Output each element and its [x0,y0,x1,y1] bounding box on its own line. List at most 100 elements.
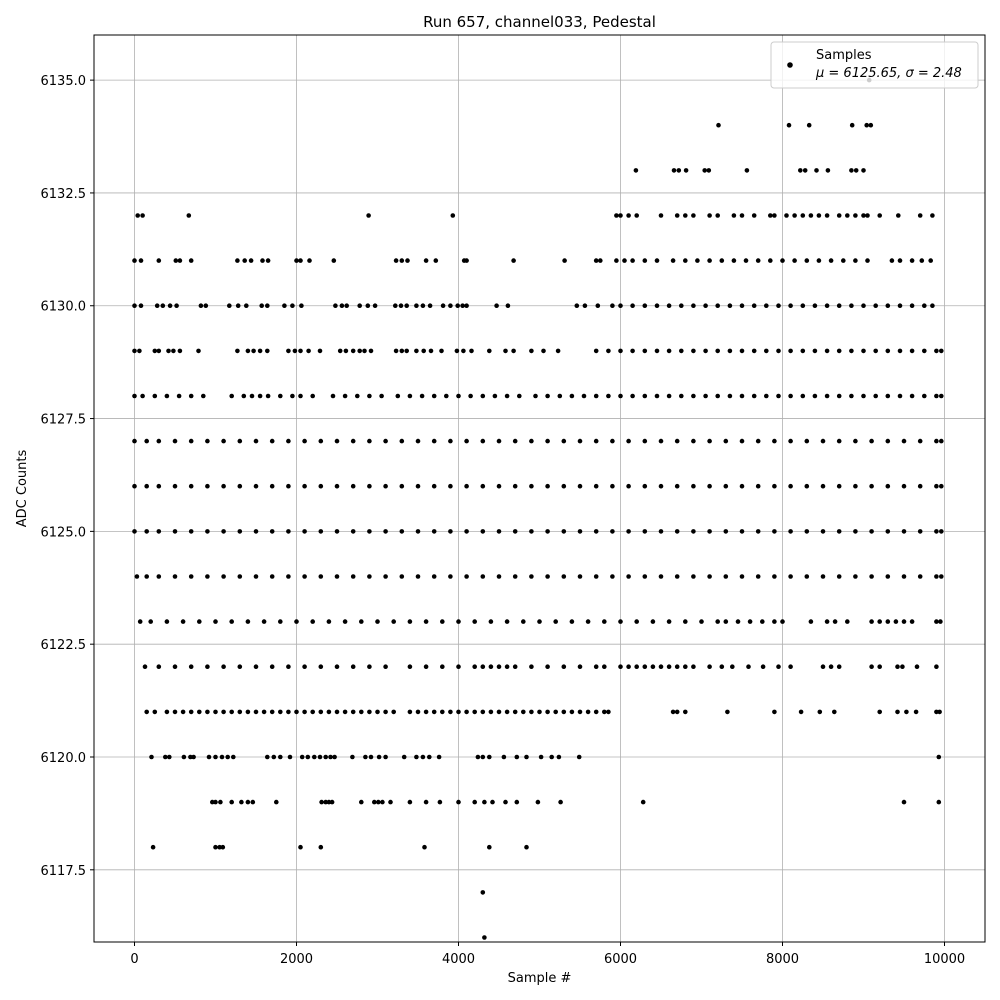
data-point [196,348,201,354]
data-point [318,529,324,534]
data-point [812,393,818,399]
data-point [824,303,830,309]
data-point [901,574,907,579]
data-point [464,483,469,489]
data-point [755,529,761,534]
data-point [188,258,194,263]
data-point [514,799,520,805]
data-point [488,619,494,624]
data-point [156,483,162,489]
data-point [670,258,676,263]
data-point [744,168,750,173]
data-point [800,393,806,399]
data-point [239,799,244,805]
data-point [622,258,627,263]
data-point [135,213,140,218]
data-point [707,438,712,444]
data-point [626,213,631,218]
data-point [265,348,270,354]
data-point [172,709,178,715]
legend-series-stats: μ = 6125.65, σ = 2.48 [815,66,962,81]
data-point [323,799,329,805]
data-point [150,844,156,850]
data-point [138,258,144,263]
data-point [253,438,259,444]
data-point [517,393,522,399]
data-point [218,799,223,805]
data-point [577,664,583,669]
data-point [922,348,927,354]
data-point [440,619,445,624]
data-point [152,393,158,399]
data-point [221,529,226,534]
data-point [472,709,478,715]
data-point [294,258,299,263]
data-point [707,213,712,218]
data-point [909,348,915,354]
data-point [707,574,712,579]
data-point [318,844,324,850]
data-point [739,574,745,579]
data-point [407,664,413,669]
data-point [901,619,907,624]
data-point [265,754,270,760]
data-point [437,799,443,805]
data-point [488,664,494,669]
data-point [152,348,158,354]
data-point [719,258,725,263]
data-point [177,348,183,354]
data-point [144,709,149,715]
data-point [456,799,461,805]
data-point [156,529,162,534]
data-point [404,348,410,354]
data-point [302,483,307,489]
data-point [472,664,478,669]
data-point [569,393,575,399]
data-point [237,664,243,669]
data-point [198,303,204,309]
data-point [642,483,648,489]
data-point [286,664,291,669]
y-tick-label: 6127.5 [41,413,87,428]
data-point [395,393,401,399]
data-point [188,754,193,760]
data-point [841,258,846,263]
data-point [939,438,944,444]
data-point [269,574,275,579]
data-point [213,844,218,850]
data-point [555,348,561,354]
data-point [464,438,469,444]
data-point [156,574,162,579]
data-point [845,213,850,218]
data-point [480,709,486,715]
data-point [440,303,446,309]
data-point [383,664,388,669]
data-point [824,348,830,354]
data-point [666,348,672,354]
data-point [755,438,761,444]
data-point [241,393,247,399]
data-point [286,438,291,444]
data-point [723,619,729,624]
data-point [419,393,425,399]
data-point [357,303,363,309]
data-point [362,348,367,354]
data-point [444,393,449,399]
data-point [802,168,808,173]
data-point [261,709,267,715]
data-point [674,664,680,669]
data-point [917,483,923,489]
data-point [367,664,372,669]
data-point [197,709,202,715]
data-point [331,258,337,263]
data-point [250,799,256,805]
data-point [922,303,927,309]
data-point [376,754,382,760]
data-point [772,483,777,489]
data-point [221,483,226,489]
data-point [383,438,388,444]
data-point [298,348,303,354]
data-point [816,213,822,218]
data-point [391,619,397,624]
data-point [422,844,427,850]
